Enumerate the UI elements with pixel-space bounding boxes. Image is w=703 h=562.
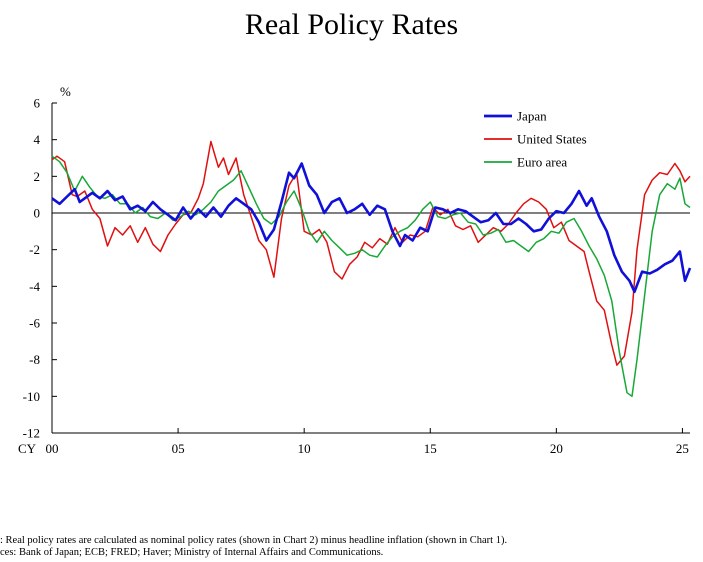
legend-label: United States — [517, 132, 587, 147]
x-tick-label: 15 — [424, 441, 437, 456]
legend-label: Japan — [517, 109, 547, 124]
y-tick-label: -8 — [29, 352, 40, 367]
series-line-united-states — [51, 140, 691, 366]
x-tick-label: 10 — [298, 441, 311, 456]
series-line-japan — [51, 162, 692, 294]
x-axis-label: CY — [18, 441, 37, 456]
series-lines — [51, 140, 692, 398]
y-tick-label: -2 — [29, 242, 40, 257]
x-tick-label: 00 — [46, 441, 59, 456]
x-axis: 00 05 10 15 20 25 CY — [18, 428, 690, 456]
series-line-euro-area — [51, 155, 691, 398]
y-tick-label: 0 — [34, 206, 41, 221]
chart-sources: ces: Bank of Japan; ECB; FRED; Haver; Mi… — [0, 547, 384, 558]
y-tick-label: 6 — [34, 96, 41, 111]
y-tick-label: -10 — [23, 389, 40, 404]
y-tick-label: 4 — [34, 132, 41, 147]
y-tick-label: 2 — [34, 169, 41, 184]
chart-note: : Real policy rates are calculated as no… — [0, 535, 508, 546]
x-tick-label: 25 — [676, 441, 689, 456]
y-axis-unit: % — [60, 84, 71, 99]
legend: Japan United States Euro area — [484, 109, 587, 170]
y-tick-label: -6 — [29, 316, 40, 331]
chart-title: Real Policy Rates — [244, 8, 459, 41]
legend-label: Euro area — [517, 155, 567, 170]
y-tick-label: -12 — [23, 426, 40, 441]
y-axis: 6 4 2 0 -2 -4 -6 -8 -10 -12% — [23, 84, 690, 441]
x-tick-label: 05 — [172, 441, 185, 456]
y-tick-label: -4 — [29, 279, 40, 294]
x-tick-label: 20 — [550, 441, 563, 456]
